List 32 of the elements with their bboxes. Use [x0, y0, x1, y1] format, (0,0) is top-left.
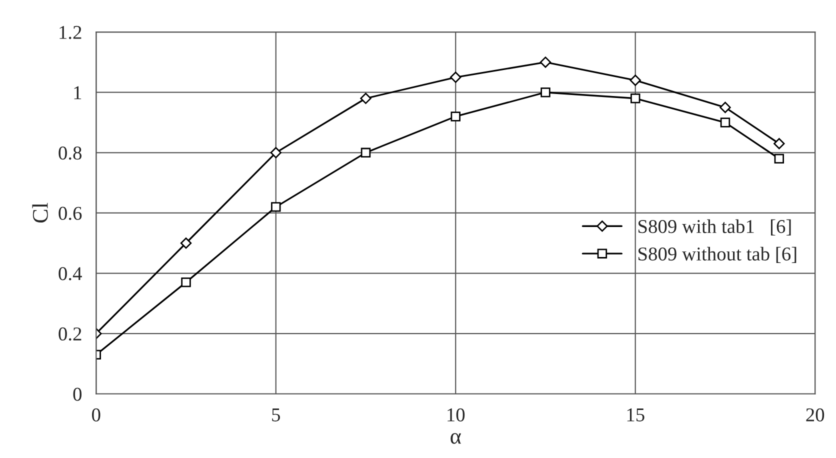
- y-tick-label: 1.2: [60, 26, 82, 40]
- x-tick-label: 0: [92, 408, 100, 422]
- point: [450, 112, 460, 122]
- y-tick-label: 0.6: [58, 206, 82, 220]
- y-axis-title: Cl: [32, 202, 48, 223]
- x-tick-label: 15: [627, 408, 644, 422]
- point: [720, 102, 731, 114]
- point: [360, 148, 371, 158]
- x-tick-label: 5: [272, 408, 280, 422]
- point: [630, 94, 640, 104]
- y-tick-label: 0.2: [58, 327, 82, 341]
- y-tick-label: 0.8: [58, 146, 82, 160]
- point: [540, 88, 550, 98]
- x-tick-label: 10: [448, 408, 465, 422]
- y-tick-label: 0.4: [58, 267, 82, 280]
- point: [271, 202, 281, 212]
- point: [180, 238, 192, 249]
- point: [774, 154, 784, 164]
- point: [181, 277, 191, 288]
- point: [774, 138, 785, 150]
- point: [720, 118, 730, 128]
- x-axis-title: α: [450, 433, 461, 444]
- point: [630, 74, 641, 86]
- x-tick-label: 20: [806, 408, 824, 422]
- y-tick-label: 0: [73, 388, 82, 401]
- legend-label: S809 with tab1 [6]: [638, 219, 791, 236]
- point: [270, 147, 282, 158]
- legend-label: S809 without tab [6]: [638, 246, 796, 263]
- y-tick-label: 1: [74, 86, 82, 100]
- point: [360, 92, 372, 104]
- point: [540, 56, 552, 68]
- point: [450, 72, 462, 83]
